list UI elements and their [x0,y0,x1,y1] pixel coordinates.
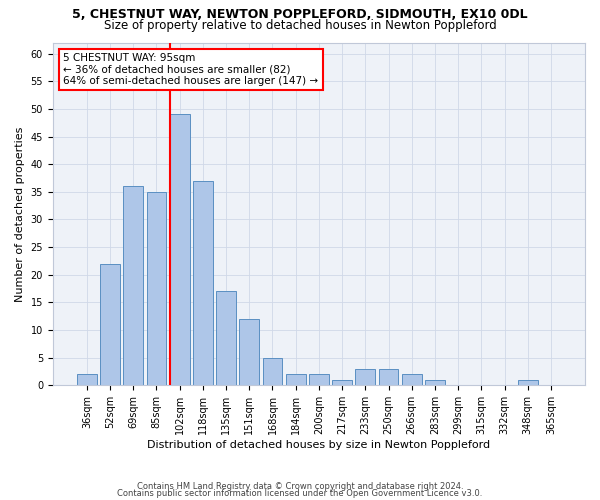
Text: Contains HM Land Registry data © Crown copyright and database right 2024.: Contains HM Land Registry data © Crown c… [137,482,463,491]
Bar [309,374,329,386]
Y-axis label: Number of detached properties: Number of detached properties [15,126,25,302]
Bar [77,374,97,386]
X-axis label: Distribution of detached houses by size in Newton Poppleford: Distribution of detached houses by size … [148,440,490,450]
Bar [402,374,422,386]
Bar [425,380,445,386]
Bar [355,369,375,386]
Bar [518,380,538,386]
Bar [216,292,236,386]
Bar [170,114,190,386]
Bar [332,380,352,386]
Text: 5 CHESTNUT WAY: 95sqm
← 36% of detached houses are smaller (82)
64% of semi-deta: 5 CHESTNUT WAY: 95sqm ← 36% of detached … [64,53,319,86]
Bar [286,374,305,386]
Bar [124,186,143,386]
Bar [379,369,398,386]
Text: Size of property relative to detached houses in Newton Poppleford: Size of property relative to detached ho… [104,18,496,32]
Bar [146,192,166,386]
Text: 5, CHESTNUT WAY, NEWTON POPPLEFORD, SIDMOUTH, EX10 0DL: 5, CHESTNUT WAY, NEWTON POPPLEFORD, SIDM… [72,8,528,20]
Bar [100,264,120,386]
Bar [239,319,259,386]
Bar [263,358,283,386]
Text: Contains public sector information licensed under the Open Government Licence v3: Contains public sector information licen… [118,489,482,498]
Bar [193,180,213,386]
